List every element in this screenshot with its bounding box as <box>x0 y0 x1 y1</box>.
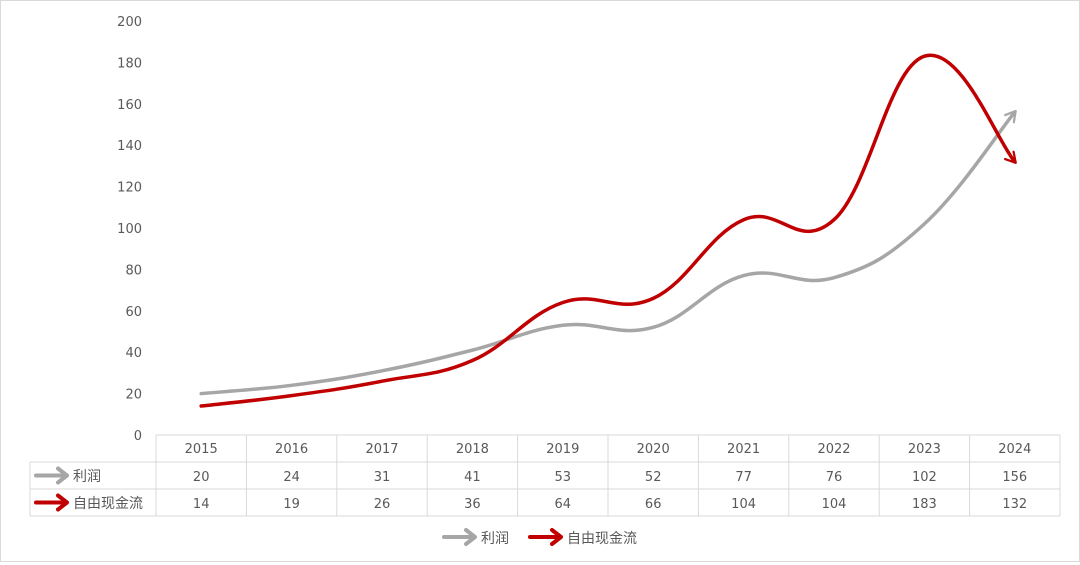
data-point <box>742 218 746 222</box>
data-point <box>1013 110 1017 114</box>
data-table-cell: 14 <box>193 497 210 512</box>
x-tick-label: 2016 <box>275 442 308 457</box>
table-series-label: 自由现金流 <box>73 496 143 512</box>
legend-item: 利润 <box>481 531 509 547</box>
data-table-cell: 183 <box>912 497 937 512</box>
data-point <box>651 325 655 329</box>
y-tick-label: 200 <box>117 15 142 30</box>
data-table-cell: 77 <box>735 470 752 485</box>
data-table-cell: 52 <box>645 470 662 485</box>
legend: 利润 自由现金流 <box>481 531 637 547</box>
y-tick-label: 60 <box>125 305 142 320</box>
x-tick-label: 2024 <box>998 442 1031 457</box>
data-point <box>380 379 384 383</box>
data-point <box>832 218 836 222</box>
y-tick-label: 40 <box>125 346 142 361</box>
data-point <box>561 323 565 327</box>
legend-label: 利润 <box>481 531 509 547</box>
y-tick-label: 140 <box>117 139 142 154</box>
data-point <box>199 404 203 408</box>
legend-key-icon <box>528 528 563 546</box>
data-table-cell: 102 <box>912 470 937 485</box>
x-tick-label: 2015 <box>185 442 218 457</box>
data-table-cell: 104 <box>731 497 756 512</box>
data-point <box>199 392 203 396</box>
legend-label: 自由现金流 <box>567 531 637 547</box>
y-tick-label: 100 <box>117 222 142 237</box>
data-table-cell: 31 <box>374 470 391 485</box>
data-table-cell: 53 <box>555 470 572 485</box>
series-line <box>199 53 1017 408</box>
data-table-cell: 20 <box>193 470 210 485</box>
data-point <box>470 358 474 362</box>
x-tick-label: 2018 <box>456 442 489 457</box>
data-point <box>470 348 474 352</box>
data-table-cell: 41 <box>464 470 481 485</box>
x-tick-label: 2023 <box>908 442 941 457</box>
data-table-cell: 26 <box>374 497 391 512</box>
x-tick-label: 2022 <box>817 442 850 457</box>
legend-item: 自由现金流 <box>567 531 637 547</box>
data-table-cell: 36 <box>464 497 481 512</box>
x-tick-label: 2019 <box>546 442 579 457</box>
data-point <box>290 394 294 398</box>
series-line <box>199 109 1017 396</box>
data-point <box>922 54 926 58</box>
data-table-cell: 24 <box>283 470 300 485</box>
y-tick-label: 0 <box>134 429 142 444</box>
data-point <box>832 276 836 280</box>
data-table-cell: 66 <box>645 497 662 512</box>
data-point <box>922 222 926 226</box>
x-tick-label: 2017 <box>365 442 398 457</box>
x-tick-label: 2020 <box>637 442 670 457</box>
table-series-label: 利润 <box>73 469 101 485</box>
data-table-grid <box>29 434 1061 517</box>
data-table-cell: 156 <box>1002 470 1027 485</box>
y-tick-label: 180 <box>117 56 142 71</box>
data-point <box>742 274 746 278</box>
table-series-key-icon <box>34 493 69 512</box>
data-table-cell: 104 <box>822 497 847 512</box>
table-series-key-icon <box>34 466 69 485</box>
legend-key-icon <box>442 528 477 546</box>
y-tick-label: 120 <box>117 181 142 196</box>
data-point <box>651 296 655 300</box>
x-tick-label: 2021 <box>727 442 760 457</box>
y-tick-label: 20 <box>125 388 142 403</box>
data-point <box>561 301 565 305</box>
data-table-cell: 132 <box>1002 497 1027 512</box>
y-tick-label: 160 <box>117 98 142 113</box>
y-tick-label: 80 <box>125 263 142 278</box>
data-point <box>290 383 294 387</box>
data-table-cell: 76 <box>826 470 843 485</box>
data-point <box>1013 160 1017 164</box>
data-point <box>380 369 384 373</box>
data-table-cell: 19 <box>283 497 300 512</box>
data-table-cell: 64 <box>555 497 572 512</box>
